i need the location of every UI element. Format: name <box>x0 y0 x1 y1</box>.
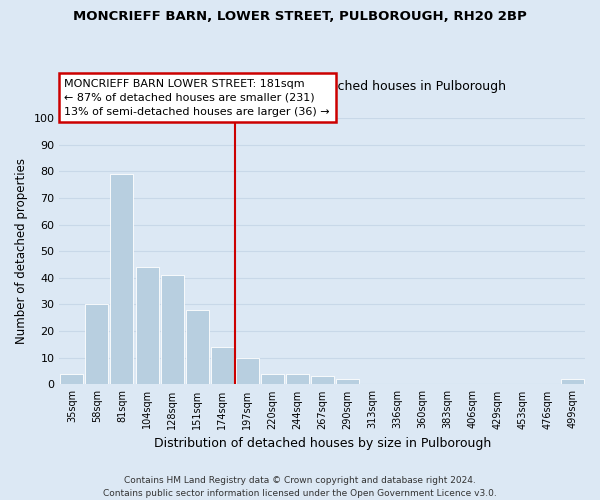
Text: MONCRIEFF BARN LOWER STREET: 181sqm
← 87% of detached houses are smaller (231)
1: MONCRIEFF BARN LOWER STREET: 181sqm ← 87… <box>64 78 330 116</box>
Y-axis label: Number of detached properties: Number of detached properties <box>15 158 28 344</box>
Bar <box>561 379 584 384</box>
Bar <box>61 374 83 384</box>
Bar <box>236 358 259 384</box>
Bar <box>311 376 334 384</box>
Bar <box>110 174 133 384</box>
Bar <box>136 267 158 384</box>
Bar <box>185 310 209 384</box>
Bar <box>336 379 359 384</box>
Bar <box>286 374 308 384</box>
Bar <box>260 374 284 384</box>
Text: MONCRIEFF BARN, LOWER STREET, PULBOROUGH, RH20 2BP: MONCRIEFF BARN, LOWER STREET, PULBOROUGH… <box>73 10 527 23</box>
Text: Contains HM Land Registry data © Crown copyright and database right 2024.
Contai: Contains HM Land Registry data © Crown c… <box>103 476 497 498</box>
Bar <box>85 304 109 384</box>
Bar <box>211 347 233 385</box>
X-axis label: Distribution of detached houses by size in Pulborough: Distribution of detached houses by size … <box>154 437 491 450</box>
Bar <box>161 275 184 384</box>
Title: Size of property relative to detached houses in Pulborough: Size of property relative to detached ho… <box>138 80 506 93</box>
